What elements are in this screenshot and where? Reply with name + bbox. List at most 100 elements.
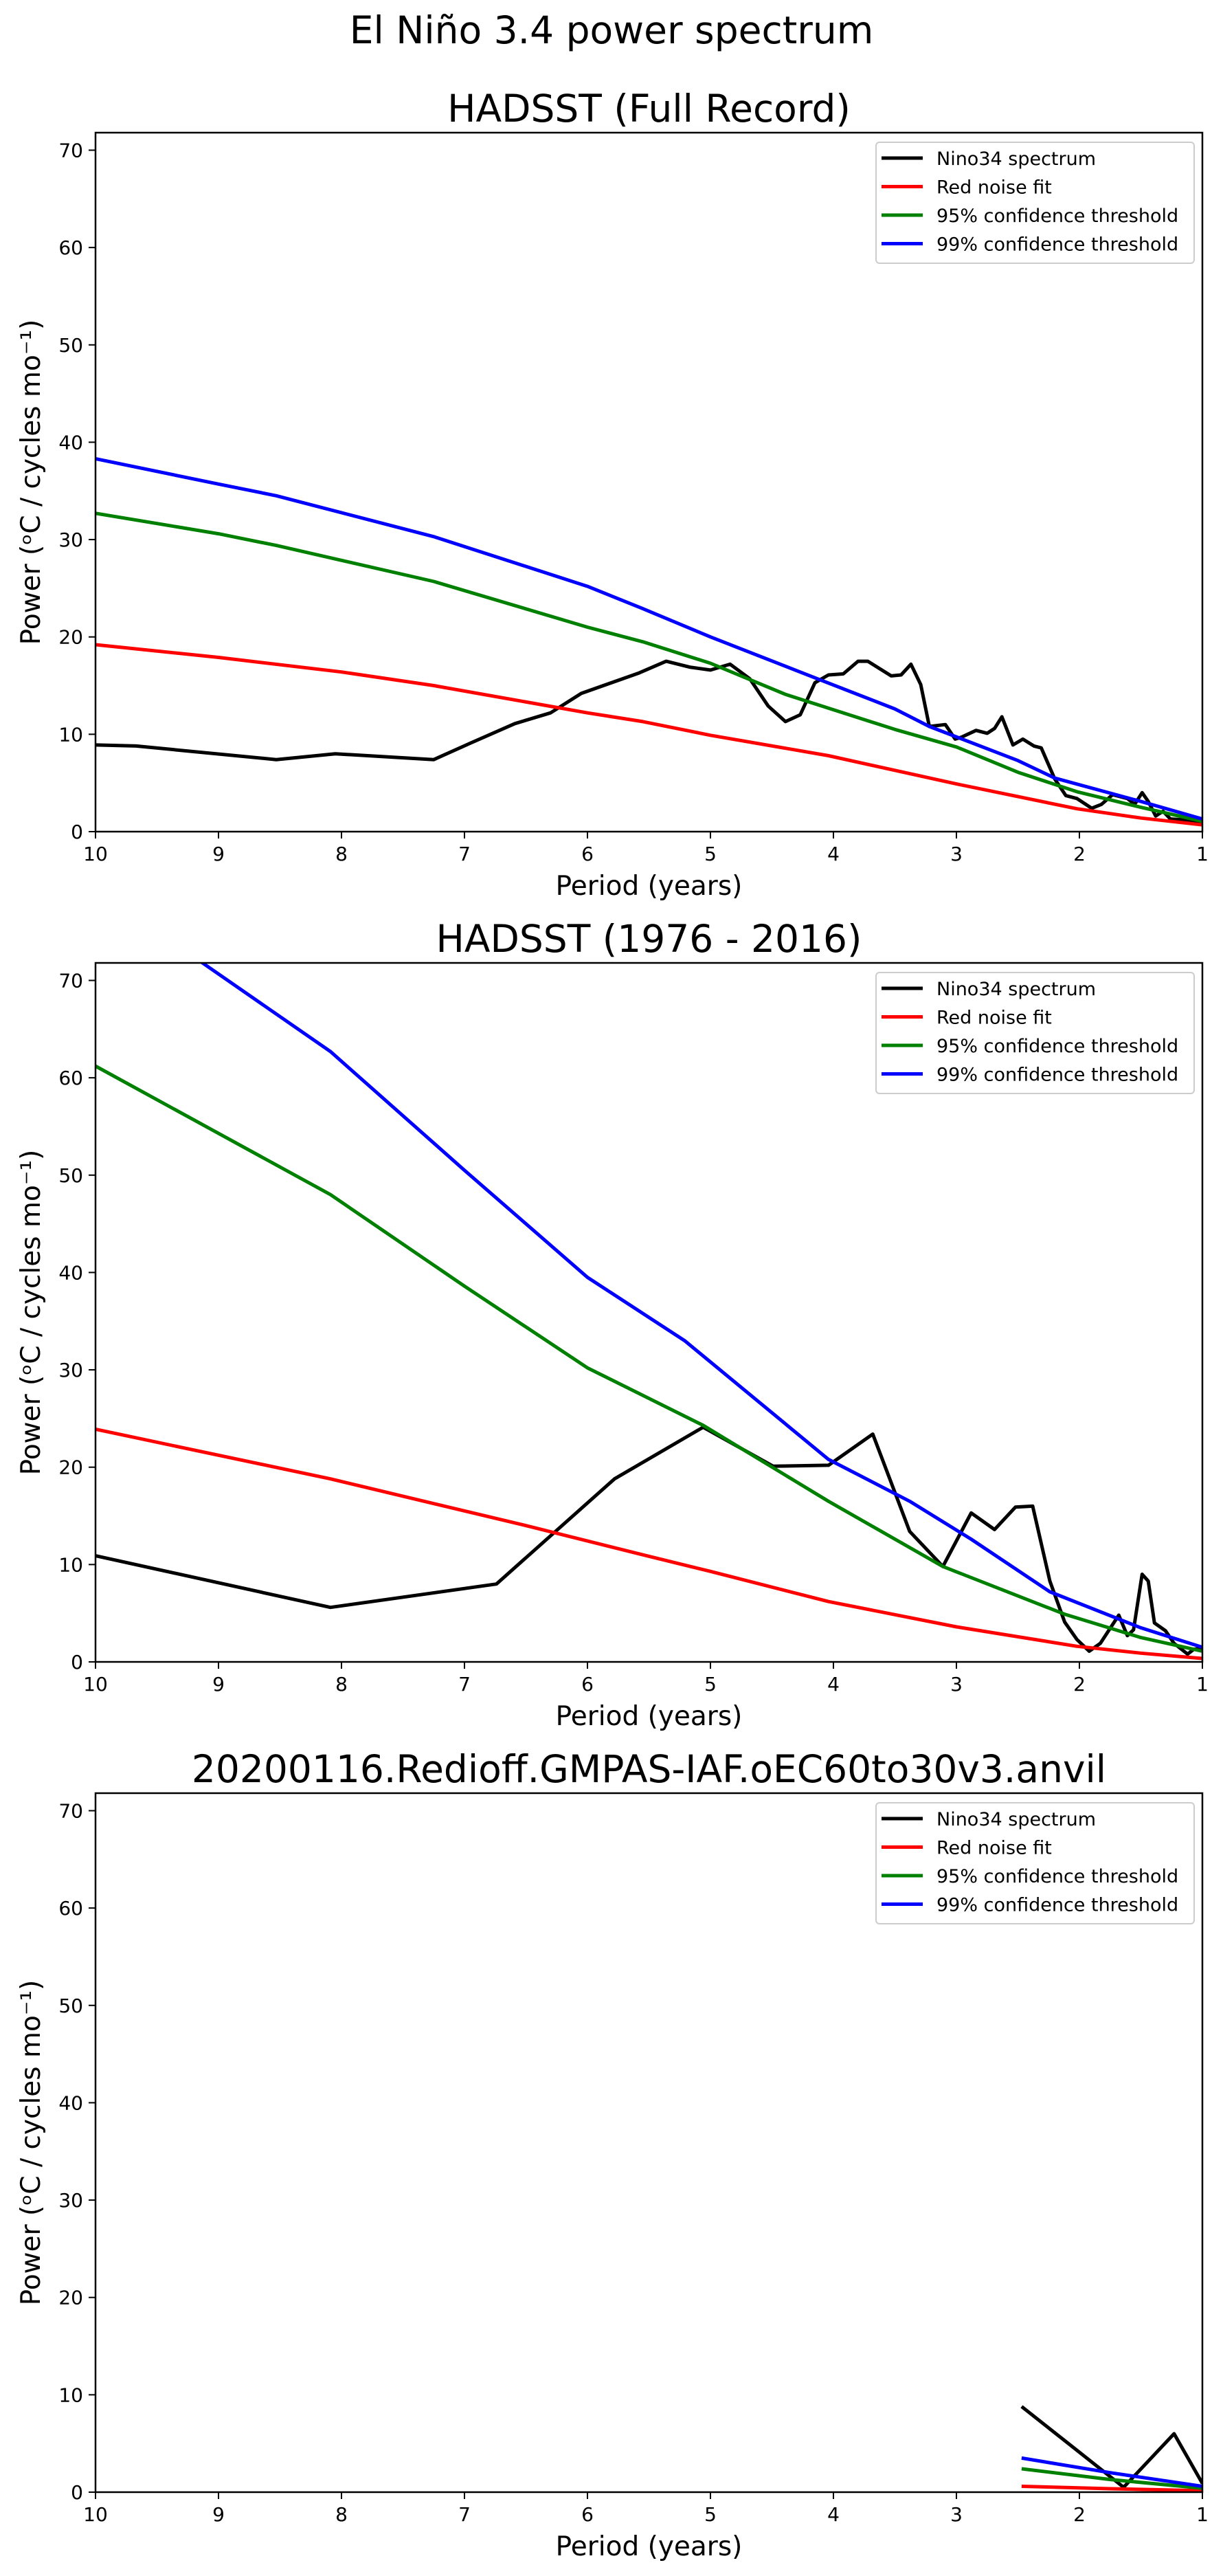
axes-title: HADSST (1976 - 2016) xyxy=(436,917,862,961)
y-tick-label: 0 xyxy=(71,1651,83,1674)
axes-panel-2: HADSST (1976 - 2016)10 9 8 7 6 5 4 3 2 1010203040… xyxy=(16,917,1209,1732)
axes-panel-3: 20200116.Redioff.GMPAS-IAF.oEC60to30v3.a… xyxy=(16,1747,1209,2562)
y-tick-label: 30 xyxy=(58,529,83,551)
x-tick-label: 8 xyxy=(335,843,348,865)
y-tick-label: 50 xyxy=(58,1164,83,1187)
axes-title: HADSST (Full Record) xyxy=(447,87,851,131)
series-line-nino34-spectrum xyxy=(1020,2405,1202,2489)
legend-label: Red noise fit xyxy=(936,177,1052,199)
series-group xyxy=(96,963,1202,1661)
series-line-95-confidence-threshold xyxy=(1021,2467,1202,2490)
legend: Nino34 spectrum Red noise fit 95% confiden… xyxy=(875,142,1195,264)
y-tick-label: 10 xyxy=(58,1553,83,1576)
x-tick-label: 1 xyxy=(1196,843,1209,865)
series-line-99-confidence-threshold xyxy=(199,963,1202,1650)
y-axis-label: Power (ᵒC / cycles mo⁻¹) xyxy=(16,1150,47,1476)
y-tick-label: 20 xyxy=(58,1456,83,1479)
legend-box xyxy=(875,142,1195,264)
x-tick-label: 10 xyxy=(83,1673,108,1696)
legend-label: 99% confidence threshold xyxy=(936,1065,1178,1086)
axes-panel-1: HADSST (Full Record)10 9 8 7 6 5 4 3 2 1010203040… xyxy=(16,87,1209,902)
legend-label: 95% confidence threshold xyxy=(936,1866,1178,1887)
x-tick-label: 8 xyxy=(335,2503,348,2526)
legend: Nino34 spectrum Red noise fit 95% confiden… xyxy=(875,972,1195,1094)
x-tick-label: 1 xyxy=(1196,2503,1209,2526)
x-tick-label: 7 xyxy=(458,2503,471,2526)
x-axis-label: Period (years) xyxy=(556,1701,743,1732)
x-tick-label: 2 xyxy=(1073,2503,1086,2526)
series-group xyxy=(96,457,1202,827)
x-tick-label: 10 xyxy=(83,843,108,865)
x-tick-label: 9 xyxy=(212,843,225,865)
x-tick-label: 3 xyxy=(950,1673,963,1696)
y-tick-label: 60 xyxy=(58,1897,83,1920)
y-tick-label: 10 xyxy=(58,2384,83,2406)
series-line-red-noise-fit xyxy=(1021,2485,1202,2492)
x-tick-label: 4 xyxy=(827,2503,840,2526)
x-tick-label: 2 xyxy=(1073,1673,1086,1696)
x-tick-label: 5 xyxy=(704,843,717,865)
y-tick-label: 60 xyxy=(58,236,83,259)
x-tick-label: 9 xyxy=(212,2503,225,2526)
x-tick-label: 10 xyxy=(83,2503,108,2526)
series-line-99-confidence-threshold xyxy=(96,457,1202,821)
series-group xyxy=(1020,2405,1202,2492)
axes-title: 20200116.Redioff.GMPAS-IAF.oEC60to30v3.a… xyxy=(192,1747,1106,1791)
y-tick-label: 20 xyxy=(58,2287,83,2309)
legend-label: Red noise fit xyxy=(936,1838,1052,1859)
x-tick-label: 6 xyxy=(581,843,594,865)
axes-frame xyxy=(94,962,1204,1663)
legend-label: 95% confidence threshold xyxy=(936,1036,1178,1057)
x-tick-label: 5 xyxy=(704,2503,717,2526)
x-tick-label: 3 xyxy=(950,2503,963,2526)
series-line-99-confidence-threshold xyxy=(1021,2456,1202,2488)
figure-title: El Niño 3.4 power spectrum xyxy=(350,8,874,52)
y-axis-label: Power (ᵒC / cycles mo⁻¹) xyxy=(16,320,47,645)
x-tick-label: 2 xyxy=(1073,843,1086,865)
legend-label: 95% confidence threshold xyxy=(936,206,1178,227)
y-tick-label: 30 xyxy=(58,2189,83,2212)
y-axis-label: Power (ᵒC / cycles mo⁻¹) xyxy=(16,1980,47,2306)
y-tick-label: 70 xyxy=(58,1799,83,1822)
axes-frame xyxy=(94,131,1204,833)
legend-label: 99% confidence threshold xyxy=(936,1895,1178,1916)
series-line-95-confidence-threshold xyxy=(96,511,1202,823)
axes-container: HADSST (Full Record)10 9 8 7 6 5 4 3 2 1010203040… xyxy=(16,87,1209,2562)
y-tick-label: 50 xyxy=(58,1995,83,2017)
x-tick-label: 7 xyxy=(458,843,471,865)
legend-label: 99% confidence threshold xyxy=(936,234,1178,256)
x-tick-label: 1 xyxy=(1196,1673,1209,1696)
legend-box xyxy=(875,1802,1195,1924)
x-axis-label: Period (years) xyxy=(556,871,743,902)
x-tick-label: 6 xyxy=(581,2503,594,2526)
x-tick-label: 3 xyxy=(950,843,963,865)
legend: Nino34 spectrum Red noise fit 95% confiden… xyxy=(875,1802,1195,1924)
series-line-red-noise-fit xyxy=(96,1428,1202,1661)
y-tick-label: 40 xyxy=(58,431,83,454)
series-line-95-confidence-threshold xyxy=(96,1064,1202,1653)
y-tick-label: 60 xyxy=(58,1067,83,1089)
legend-box xyxy=(875,972,1195,1094)
x-tick-label: 4 xyxy=(827,1673,840,1696)
x-tick-label: 4 xyxy=(827,843,840,865)
legend-label: Nino34 spectrum xyxy=(936,148,1096,170)
x-tick-label: 6 xyxy=(581,1673,594,1696)
y-tick-label: 70 xyxy=(58,139,83,162)
legend-label: Red noise fit xyxy=(936,1008,1052,1029)
x-axis-label: Period (years) xyxy=(556,2531,743,2562)
x-tick-label: 5 xyxy=(704,1673,717,1696)
x-tick-label: 7 xyxy=(458,1673,471,1696)
x-tick-label: 8 xyxy=(335,1673,348,1696)
y-tick-label: 30 xyxy=(58,1359,83,1381)
legend-label: Nino34 spectrum xyxy=(936,1809,1096,1830)
y-tick-label: 10 xyxy=(58,723,83,746)
y-tick-label: 50 xyxy=(58,334,83,357)
y-tick-label: 0 xyxy=(71,821,83,843)
y-tick-label: 70 xyxy=(58,969,83,992)
series-line-red-noise-fit xyxy=(96,643,1202,827)
y-tick-label: 0 xyxy=(71,2481,83,2504)
y-tick-label: 40 xyxy=(58,1261,83,1284)
y-tick-label: 20 xyxy=(58,626,83,649)
